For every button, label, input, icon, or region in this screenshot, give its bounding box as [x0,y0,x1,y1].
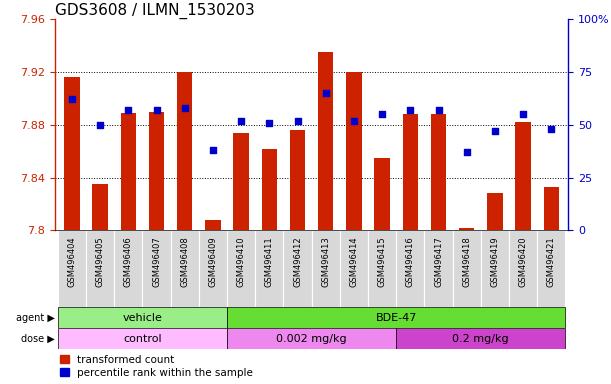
Bar [396,230,425,307]
Bar [487,194,503,230]
Point [293,118,302,124]
Text: GSM496415: GSM496415 [378,237,387,287]
Bar [64,77,79,230]
Bar [368,230,396,307]
Point [321,90,331,96]
Bar [318,52,334,230]
Text: GSM496412: GSM496412 [293,237,302,287]
Bar [255,230,284,307]
Bar [205,220,221,230]
Text: GSM496417: GSM496417 [434,237,443,287]
Bar [431,114,446,230]
Point [377,111,387,117]
Bar [120,113,136,230]
Text: GSM496405: GSM496405 [95,237,104,287]
Bar [86,230,114,307]
Bar [58,307,227,328]
Bar [544,187,559,230]
Text: GSM496406: GSM496406 [124,237,133,287]
Bar [290,130,306,230]
Bar [396,328,565,349]
Point [406,107,415,113]
Bar [170,230,199,307]
Bar [199,230,227,307]
Bar [148,112,164,230]
Point [349,118,359,124]
Text: GSM496410: GSM496410 [236,237,246,287]
Point [546,126,556,132]
Bar [481,230,509,307]
Bar [515,122,531,230]
Point [208,147,218,153]
Bar [459,228,475,230]
Text: GSM496418: GSM496418 [462,237,471,287]
Text: control: control [123,334,162,344]
Bar [58,230,86,307]
Text: GSM496419: GSM496419 [491,237,499,287]
Text: agent ▶: agent ▶ [15,313,54,323]
Text: GSM496420: GSM496420 [519,237,528,287]
Point [236,118,246,124]
Bar [233,133,249,230]
Legend: transformed count, percentile rank within the sample: transformed count, percentile rank withi… [60,355,253,378]
Point [490,128,500,134]
Bar [92,184,108,230]
Bar [346,72,362,230]
Point [265,120,274,126]
Text: vehicle: vehicle [122,313,163,323]
Text: GSM496421: GSM496421 [547,237,556,287]
Bar [58,328,227,349]
Point [462,149,472,155]
Text: GSM496409: GSM496409 [208,237,218,287]
Text: GSM496416: GSM496416 [406,237,415,287]
Point [434,107,444,113]
Bar [537,230,565,307]
Bar [340,230,368,307]
Point [180,105,189,111]
Text: GSM496404: GSM496404 [67,237,76,287]
Text: 0.002 mg/kg: 0.002 mg/kg [276,334,347,344]
Bar [142,230,170,307]
Text: GSM496407: GSM496407 [152,237,161,287]
Point [518,111,528,117]
Point [67,96,77,103]
Bar [312,230,340,307]
Bar [262,149,277,230]
Text: BDE-47: BDE-47 [376,313,417,323]
Text: GSM496408: GSM496408 [180,237,189,287]
Bar [227,307,565,328]
Text: dose ▶: dose ▶ [21,334,54,344]
Point [152,107,161,113]
Bar [227,328,396,349]
Bar [425,230,453,307]
Text: GDS3608 / ILMN_1530203: GDS3608 / ILMN_1530203 [55,3,255,19]
Bar [227,230,255,307]
Text: GSM496414: GSM496414 [349,237,359,287]
Text: 0.2 mg/kg: 0.2 mg/kg [453,334,509,344]
Bar [509,230,537,307]
Bar [284,230,312,307]
Text: GSM496411: GSM496411 [265,237,274,287]
Bar [453,230,481,307]
Bar [114,230,142,307]
Bar [375,158,390,230]
Point [123,107,133,113]
Point [95,122,105,128]
Bar [177,72,192,230]
Text: GSM496413: GSM496413 [321,237,330,287]
Bar [403,114,418,230]
